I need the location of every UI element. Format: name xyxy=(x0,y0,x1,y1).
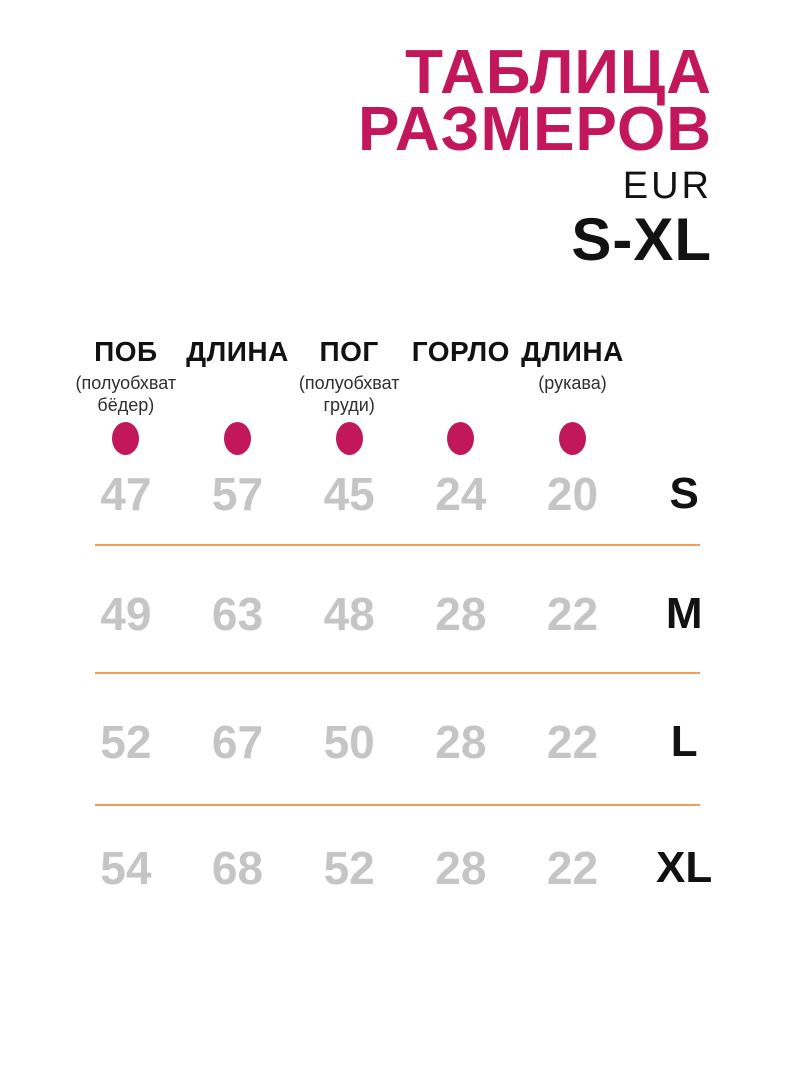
header: ТАБЛИЦА РАЗМЕРОВ EUR S-XL xyxy=(0,0,800,270)
bullet-cell xyxy=(182,421,294,460)
cell-value: 22 xyxy=(546,841,599,894)
cell-value: 28 xyxy=(435,841,487,894)
column-label: ГОРЛО xyxy=(411,335,510,367)
size-table: ПОБ (полуобхват бёдер) ДЛИНА ПОГ (полуоб… xyxy=(70,335,740,894)
column-label: ПОБ xyxy=(94,335,158,367)
column-label: ПОГ xyxy=(319,335,379,367)
column-header-dlina-rukava: ДЛИНА (рукава) xyxy=(517,335,629,394)
page-title-line2: РАЗМЕРОВ xyxy=(357,95,712,165)
page-title-line1: ТАБЛИЦА xyxy=(405,38,712,107)
bullet-cell xyxy=(405,421,517,460)
size-standard-label: EUR xyxy=(622,165,712,208)
column-header-pog: ПОГ (полуобхват груди) xyxy=(293,335,405,416)
bullet-cell xyxy=(517,421,629,460)
column-sublabel: (полуобхват груди) xyxy=(298,372,400,415)
bullet-cell xyxy=(70,421,182,460)
bullet-row xyxy=(70,421,740,460)
bullet-cell xyxy=(293,421,405,460)
column-header-gorlo: ГОРЛО xyxy=(405,335,517,372)
cell-value: 47 xyxy=(100,467,152,520)
column-sublabel: (полуобхват бёдер) xyxy=(75,372,177,415)
cell-value: 68 xyxy=(211,841,264,894)
size-range-label: S-XL xyxy=(571,205,712,273)
cell-value: 63 xyxy=(211,587,264,640)
cell-value: 48 xyxy=(323,587,375,640)
bullet-icon xyxy=(223,421,251,455)
bullet-icon xyxy=(112,421,140,455)
table-row-xl: 54 68 52 28 22 XL xyxy=(70,842,740,894)
column-header-pob: ПОБ (полуобхват бёдер) xyxy=(70,335,182,416)
table-header-row: ПОБ (полуобхват бёдер) ДЛИНА ПОГ (полуоб… xyxy=(70,335,740,416)
cell-value: 28 xyxy=(435,587,487,640)
row-divider xyxy=(95,671,700,674)
column-header-dlina: ДЛИНА xyxy=(182,335,294,372)
cell-value: 54 xyxy=(100,841,152,894)
cell-value: 50 xyxy=(323,715,375,768)
column-label: ДЛИНА xyxy=(186,335,289,367)
table-row-l: 52 67 50 28 22 L xyxy=(70,716,740,768)
cell-value: 67 xyxy=(211,715,264,768)
table-row-s: 47 57 45 24 20 S xyxy=(70,468,740,520)
bullet-icon xyxy=(447,421,475,455)
cell-value: 22 xyxy=(546,587,599,640)
size-label-s: S xyxy=(669,468,699,518)
cell-value: 57 xyxy=(211,467,264,520)
size-label-l: L xyxy=(670,716,698,766)
cell-value: 22 xyxy=(546,715,599,768)
column-sublabel: (рукава) xyxy=(538,372,607,393)
row-divider xyxy=(95,803,700,806)
cell-value: 45 xyxy=(323,467,375,520)
size-label-xl: XL xyxy=(656,842,713,892)
table-row-m: 49 63 48 28 22 M xyxy=(70,588,740,640)
row-divider xyxy=(95,543,700,546)
cell-value: 24 xyxy=(435,467,487,520)
bullet-icon xyxy=(558,421,586,455)
cell-value: 49 xyxy=(100,587,152,640)
page-title: ТАБЛИЦА РАЗМЕРОВ xyxy=(0,42,712,161)
cell-value: 20 xyxy=(546,467,599,520)
bullet-icon xyxy=(335,421,363,455)
column-label: ДЛИНА xyxy=(521,335,624,367)
cell-value: 52 xyxy=(100,715,152,768)
cell-value: 52 xyxy=(323,841,375,894)
cell-value: 28 xyxy=(435,715,487,768)
size-label-m: M xyxy=(665,588,703,638)
